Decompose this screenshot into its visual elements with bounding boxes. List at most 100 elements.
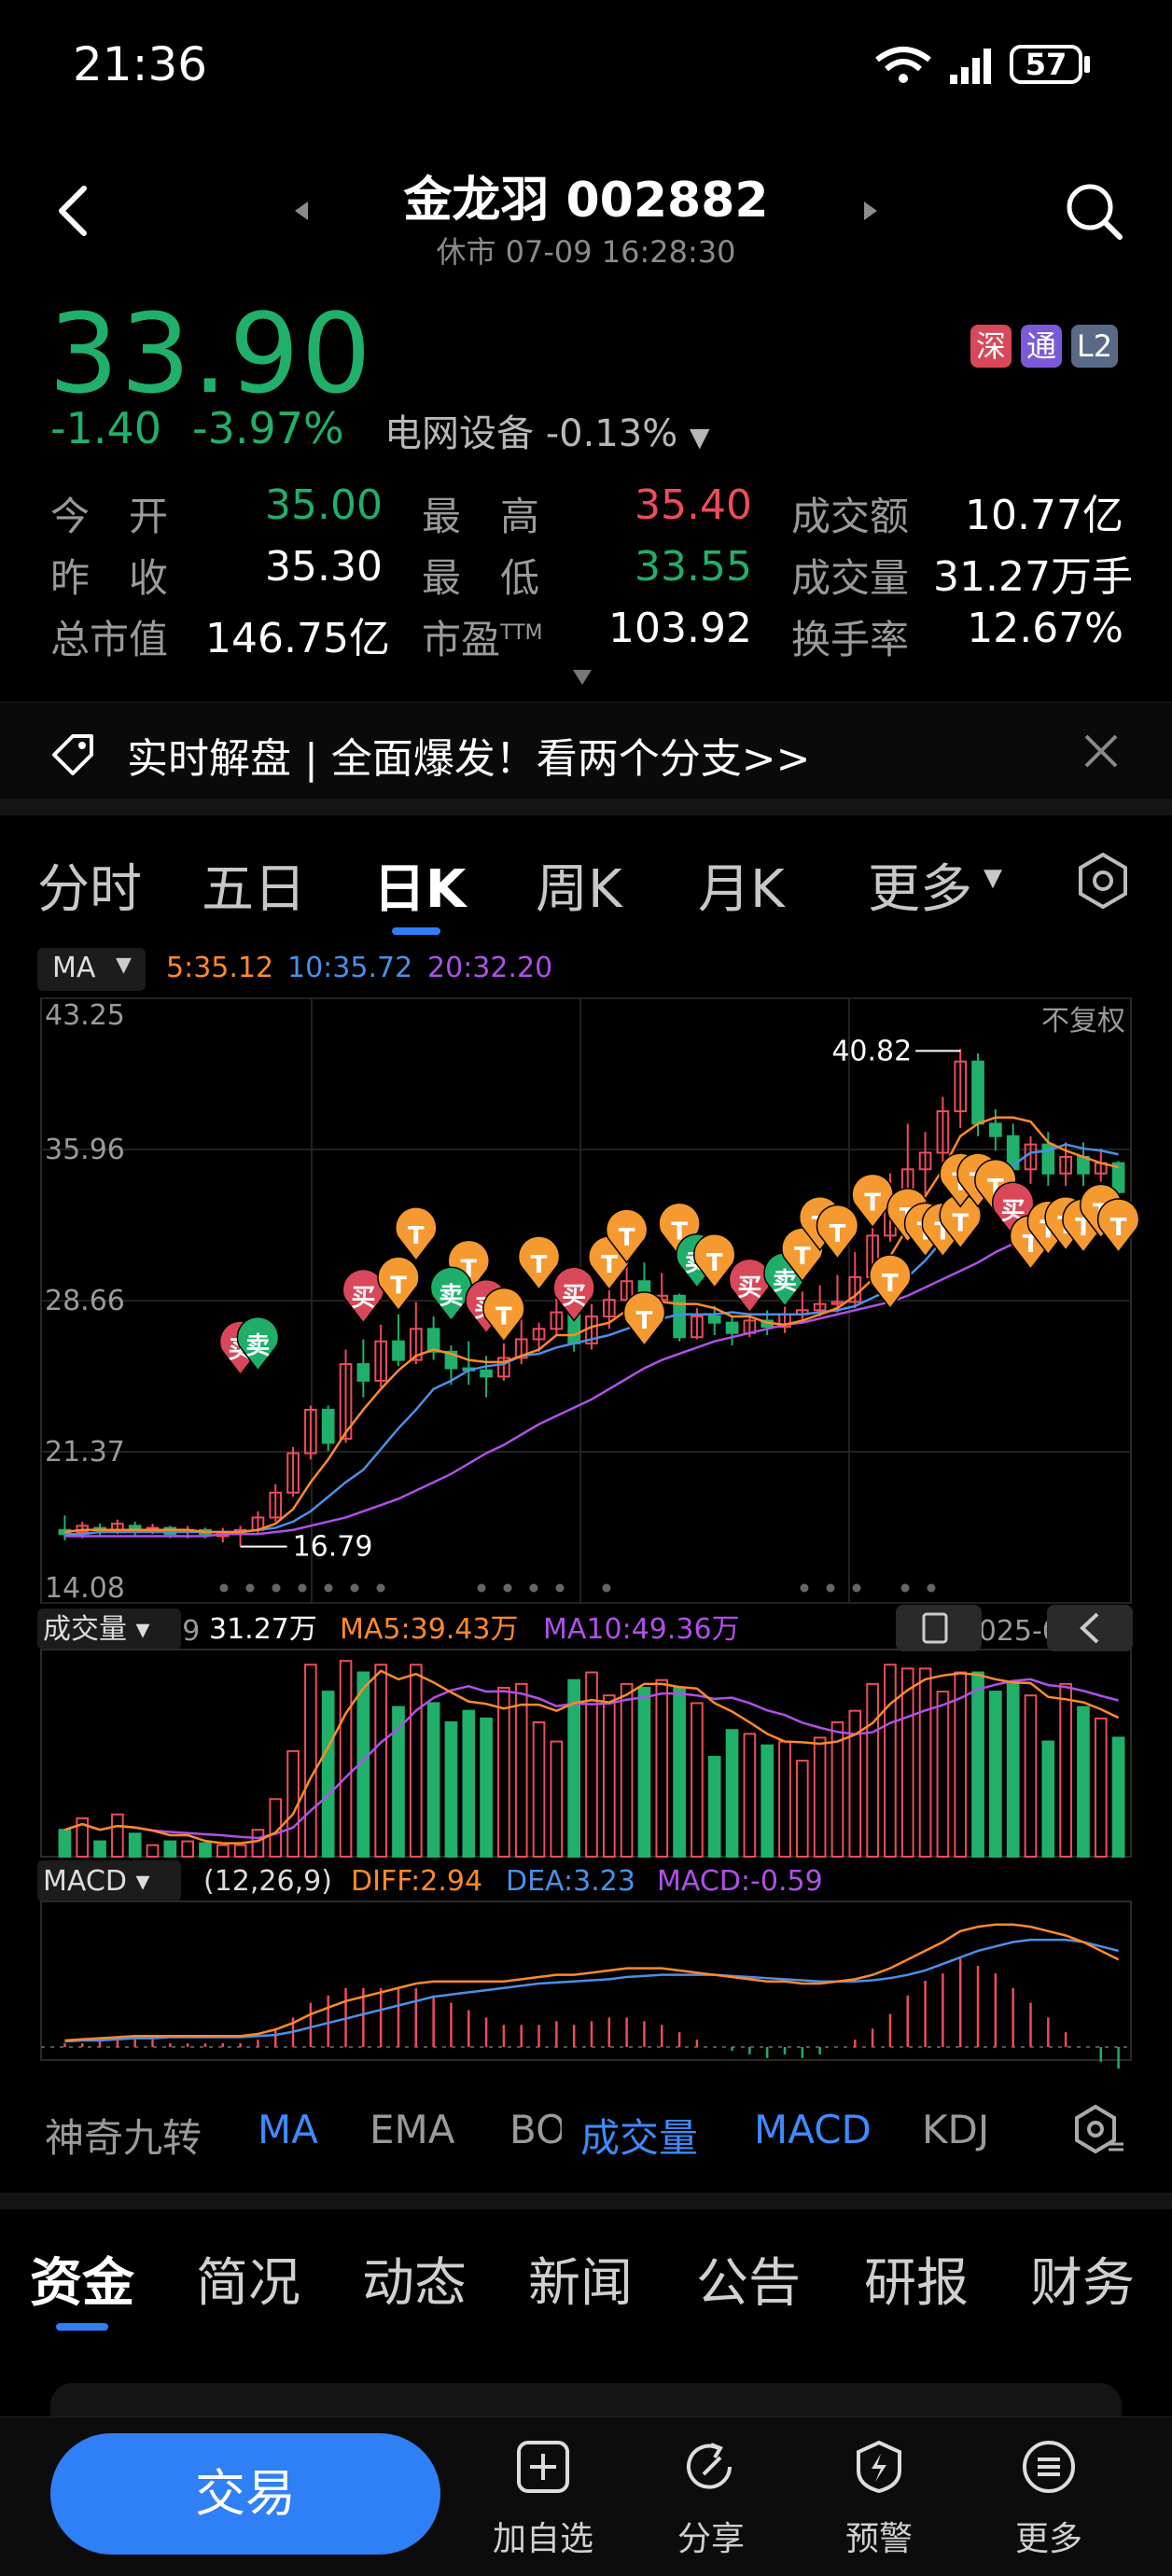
settings-icon[interactable]	[1075, 851, 1131, 911]
expand-icon[interactable]	[571, 668, 593, 687]
sector-link[interactable]: 电网设备 -0.13% ▼	[384, 403, 709, 457]
content-tab-5[interactable]: 研报	[864, 2253, 969, 2314]
add-watchlist-icon[interactable]	[515, 2439, 571, 2495]
volume-bar	[76, 1817, 90, 1858]
volume-selector	[37, 1608, 181, 1650]
more-icon[interactable]	[1021, 2439, 1077, 2495]
content-tab-3[interactable]: 新闻	[528, 2253, 633, 2314]
share-label[interactable]: 分享	[677, 2520, 745, 2558]
share-icon[interactable]	[683, 2439, 739, 2495]
volume-bar	[216, 1844, 230, 1859]
candle	[374, 1340, 387, 1382]
add-watchlist-label[interactable]: 加自选	[492, 2520, 593, 2558]
content-tab-2[interactable]: 动态	[362, 2253, 467, 2314]
signal-label: 卖	[245, 1332, 270, 1360]
event-dot	[272, 1583, 281, 1593]
volume-bar	[655, 1678, 669, 1858]
candle	[707, 1315, 721, 1324]
signal-marker: 买	[552, 1266, 595, 1322]
volume-bar	[1006, 1682, 1020, 1858]
tab-5[interactable]: 更多	[868, 859, 972, 920]
next-stock-icon[interactable]	[860, 200, 881, 222]
y-tick-label: 14.08	[45, 1572, 125, 1605]
quote-label: 成交量	[791, 555, 910, 601]
event-dot	[826, 1583, 835, 1593]
more-label[interactable]: 更多	[1014, 2520, 1082, 2558]
indicator-tab-6[interactable]: KDJ	[922, 2107, 990, 2152]
dropdown-icon: ▼	[689, 422, 710, 453]
signal-label: T	[408, 1222, 425, 1250]
tab-1[interactable]: 五日	[202, 859, 306, 920]
indicator-tab-5[interactable]: MACD	[754, 2107, 872, 2152]
candle	[480, 1369, 493, 1378]
alert-icon[interactable]	[851, 2439, 907, 2495]
volume-bar	[251, 1829, 265, 1859]
quote-value: 12.67%	[967, 605, 1123, 652]
dropdown-icon: ▼	[116, 954, 132, 977]
volume-bar	[550, 1740, 564, 1858]
content-tab-0[interactable]: 资金	[30, 2253, 134, 2314]
signal-marker: T	[816, 1204, 859, 1260]
quote-label: 成交额	[791, 494, 910, 539]
indicator-tab-2[interactable]: EMA	[370, 2107, 455, 2152]
signal-marker: T	[1096, 1198, 1140, 1254]
volume-bar	[866, 1682, 879, 1858]
quote-value: 33.55	[635, 543, 752, 591]
indicator-settings-icon[interactable]	[1073, 2103, 1125, 2155]
indicator-tab-3[interactable]: BOLL	[509, 2107, 562, 2152]
volume-bar	[181, 1840, 194, 1858]
macd-frame	[40, 1901, 1132, 2061]
search-icon[interactable]	[1064, 181, 1125, 243]
promo-banner[interactable]: 实时解盘 | 全面爆发！看两个分支>>	[0, 702, 1172, 800]
volume-bar	[1041, 1740, 1055, 1858]
volume-bar	[813, 1736, 827, 1859]
content-tab-1[interactable]: 简况	[196, 2253, 300, 2314]
signal-label: 买	[737, 1274, 761, 1302]
close-icon[interactable]	[1082, 732, 1120, 770]
signal-marker: T	[377, 1256, 420, 1312]
signal-label: T	[830, 1220, 846, 1248]
market-status: 休市 07-09 16:28:30	[436, 234, 736, 270]
volume-bar	[392, 1706, 405, 1858]
candle	[691, 1315, 704, 1339]
macd-diff: DIFF:2.94	[351, 1865, 482, 1898]
prev-stock-icon[interactable]	[291, 200, 312, 222]
volume-bar	[93, 1840, 106, 1858]
candle	[550, 1311, 564, 1330]
trade-button[interactable]: 交易	[50, 2433, 440, 2555]
volume-bar	[409, 1664, 423, 1858]
content-tab-6[interactable]: 财务	[1030, 2253, 1135, 2314]
volume-bar	[339, 1660, 353, 1859]
tab-2[interactable]: 日K	[373, 859, 467, 920]
candle	[339, 1363, 353, 1441]
event-dot	[555, 1583, 565, 1593]
kline-chart[interactable]: 43.2535.9628.6621.3714.08不复权40.8216.79TT…	[0, 989, 1172, 2109]
signal-label: T	[882, 1270, 899, 1298]
battery-tip	[1084, 56, 1090, 73]
dropdown-icon: ▼	[984, 864, 1002, 892]
signal-icon	[950, 49, 991, 84]
candle	[620, 1280, 634, 1302]
volume-bar	[848, 1709, 862, 1859]
ma-selector[interactable]: MA ▼	[37, 948, 146, 991]
signal-marker: 买	[342, 1268, 385, 1324]
volume-ma5-line	[64, 1669, 1120, 1845]
tab-0[interactable]: 分时	[37, 859, 142, 920]
signal-label: 买	[562, 1282, 586, 1310]
event-dot	[245, 1583, 255, 1593]
event-dot	[298, 1583, 307, 1593]
signal-marker: T	[517, 1235, 561, 1291]
candle	[304, 1408, 317, 1455]
candle	[936, 1110, 950, 1154]
back-icon[interactable]	[54, 183, 91, 239]
content-tab-4[interactable]: 公告	[696, 2253, 801, 2314]
indicator-tab-4[interactable]: 成交量	[580, 2115, 699, 2161]
alert-label[interactable]: 预警	[844, 2520, 913, 2558]
candle	[356, 1363, 370, 1382]
volume-bar	[1077, 1706, 1090, 1858]
indicator-tab-0[interactable]: 神奇九转	[45, 2115, 202, 2161]
quote-value: 35.30	[265, 543, 383, 591]
tab-4[interactable]: 月K	[698, 859, 785, 920]
indicator-tab-1[interactable]: MA	[258, 2107, 318, 2152]
tab-3[interactable]: 周K	[536, 859, 622, 920]
